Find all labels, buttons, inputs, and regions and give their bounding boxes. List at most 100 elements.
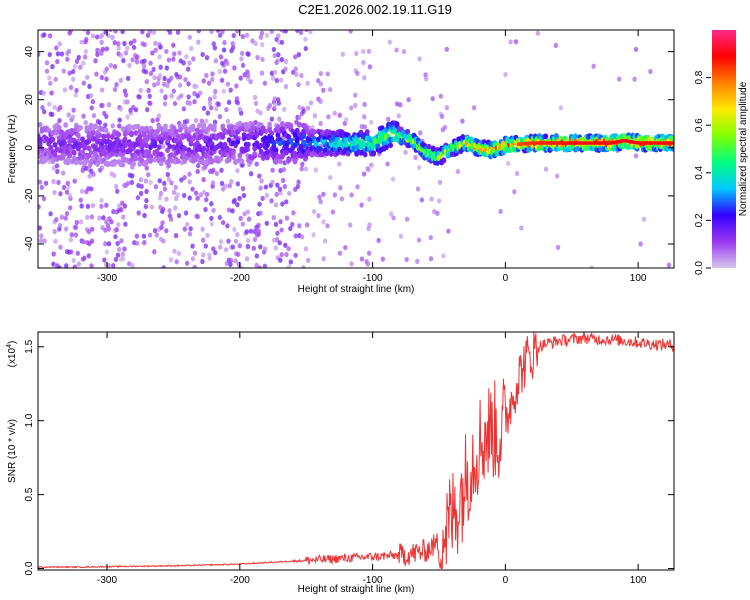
spectrogram-cell (118, 52, 124, 59)
spectrogram-cell (270, 167, 275, 173)
spectrogram-cell (283, 59, 289, 65)
spectrogram-cell (303, 36, 308, 42)
spectrogram-cell (244, 256, 250, 262)
spectrogram-cell (59, 214, 65, 220)
spectrogram-cell (232, 65, 237, 71)
spectrogram-cell (198, 192, 204, 198)
spectrogram-cell (589, 265, 594, 268)
spectrogram-cell (147, 232, 153, 238)
spectrogram-cell (160, 206, 166, 212)
spectrogram-cell (187, 60, 192, 66)
spectrogram-cell (591, 63, 596, 69)
spectrogram-cell (209, 157, 215, 164)
spectrogram-cell (405, 128, 411, 135)
spectrogram-cell (666, 262, 672, 268)
spectrogram-cell (172, 100, 178, 107)
spectrogram-cell (274, 77, 280, 84)
spectrogram-cell (359, 256, 365, 262)
spectrogram-cell (163, 123, 168, 130)
spectrogram-cell (112, 172, 117, 179)
spectrogram-cell (100, 32, 105, 38)
spectrogram-cell (259, 70, 265, 76)
spectrogram-cell (295, 30, 300, 33)
spectrogram-cell (271, 46, 277, 53)
figure-title: C2E1.2026.002.19.11.G19 (298, 2, 452, 17)
spectrogram-cell (404, 256, 409, 263)
spectrogram-cell (64, 189, 70, 195)
spectrogram-cell (103, 241, 108, 247)
spectrogram-cell (190, 256, 196, 262)
spectrogram-cell (362, 101, 367, 107)
spectrogram-cell (109, 134, 115, 140)
spectrogram-cell (164, 228, 169, 234)
spectrogram-cell (139, 143, 145, 149)
spectrogram-cell (298, 30, 304, 36)
spectrogram-cell (224, 147, 230, 153)
spectrogram-cell (78, 197, 83, 203)
spectrogram-cell (147, 93, 152, 99)
spectrogram-cell (311, 129, 317, 135)
spectrogram-cell (187, 179, 192, 185)
spectrogram-cell (189, 45, 194, 52)
spectrogram-cell (50, 136, 56, 143)
colorbar-tick-label: 0.0 (694, 261, 705, 275)
spectrogram-cell (217, 68, 223, 75)
spectrogram-cell (311, 208, 317, 215)
spectrogram-cell (321, 87, 326, 93)
spectrogram-cell (134, 59, 140, 65)
spectrogram-cell (56, 124, 62, 131)
spectrogram-cell (573, 133, 578, 140)
spectrogram-cell (173, 184, 178, 190)
x-tick-label: 100 (630, 575, 647, 586)
spectrogram-cell (225, 118, 231, 124)
spectrogram-cell (297, 104, 302, 110)
spectrogram-cell (88, 159, 94, 166)
spectrogram-cell (257, 265, 262, 268)
spectrogram-cell (430, 96, 435, 102)
spectrogram-cell (260, 56, 265, 62)
spectrogram-cell (292, 158, 298, 165)
spectrogram-cell (330, 130, 336, 137)
spectrogram-cell (303, 45, 309, 52)
spectrogram-cell (171, 189, 177, 195)
spectrogram-cell (38, 137, 43, 143)
x-tick-label: 100 (630, 273, 647, 284)
spectrogram-cell (136, 210, 141, 216)
spectrogram-cell (177, 50, 182, 56)
spectrogram-cell (284, 215, 290, 221)
spectrogram-cell (197, 122, 202, 129)
spectrogram-cell (157, 72, 163, 78)
spectrogram-cell (146, 87, 151, 94)
spectrogram-cell (127, 62, 132, 69)
colorbar-tick-label: 0.8 (694, 70, 705, 84)
spectrogram-cell (73, 232, 79, 238)
spectrogram-cell (43, 180, 49, 186)
spectrogram-cell (162, 186, 168, 192)
spectrogram-cell (190, 243, 195, 249)
spectrogram-cell (61, 152, 66, 159)
spectrogram-cell (296, 121, 302, 128)
spectrogram-cell (169, 75, 174, 81)
spectrogram-cell (275, 123, 281, 130)
spectrogram-cell (195, 195, 200, 201)
spectrogram-cell (211, 207, 216, 213)
spectrogram-cell (209, 201, 214, 207)
spectrogram-cell (244, 32, 250, 38)
spectrogram-cell (128, 40, 134, 46)
y-tick-label: 0.5 (24, 487, 35, 501)
y-tick-label: 40 (24, 46, 35, 58)
spectrogram-cell (235, 100, 241, 106)
spectrogram-cell (56, 135, 62, 141)
spectrogram-cell (119, 238, 124, 244)
spectrogram-cell (514, 170, 520, 177)
spectrogram-cell (61, 170, 66, 176)
spectrogram-cell (279, 39, 285, 45)
spectrogram-cell (169, 157, 175, 164)
spectrogram-cell (168, 216, 174, 222)
spectrogram-cell (122, 88, 128, 94)
spectrogram-cell (219, 239, 224, 245)
spectrogram-cell (71, 76, 76, 82)
spectrogram-cell (267, 103, 273, 109)
spectrogram-cell (78, 219, 84, 225)
spectrogram-cell (76, 54, 81, 61)
